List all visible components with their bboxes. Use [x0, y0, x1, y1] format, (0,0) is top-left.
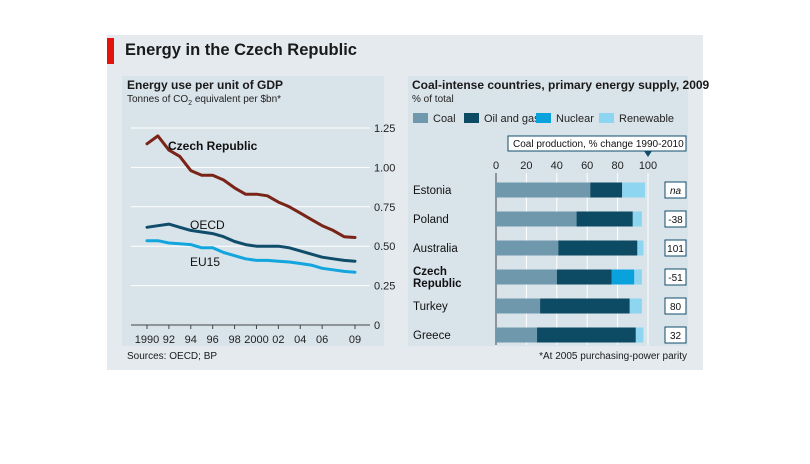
bar-segment-coal — [496, 240, 559, 256]
series-line-czech-republic — [145, 134, 357, 239]
series-label: OECD — [190, 218, 225, 232]
x-tick-label: 06 — [316, 334, 328, 346]
category-label: Australia — [413, 243, 458, 255]
series-line-eu15 — [145, 239, 357, 274]
bar-segment-coal — [496, 269, 557, 285]
bar-chart-title: Coal-intense countries, primary energy s… — [412, 78, 710, 92]
bar-chart-subtitle: % of total — [412, 94, 454, 105]
legend-swatch — [536, 113, 551, 123]
legend-swatch — [413, 113, 428, 123]
bar-segment-nuclear — [611, 269, 635, 285]
side-column-pointer — [644, 151, 652, 157]
side-value: 32 — [670, 331, 682, 342]
sources-note: Sources: OECD; BP — [127, 351, 218, 362]
y-tick-label: 0.75 — [374, 202, 395, 214]
bar-segment-renewable — [634, 269, 642, 285]
side-column-header-box — [507, 135, 687, 152]
y-tick-label: 0.25 — [374, 281, 395, 293]
category-label: Republic — [413, 278, 462, 290]
x-tick-label: 92 — [163, 334, 175, 346]
x-tick-label: 96 — [207, 334, 219, 346]
x-tick-label: 1990 — [135, 334, 159, 346]
bar-segment-oil-and-gas — [590, 182, 623, 198]
y-tick-label: 0.50 — [374, 241, 395, 253]
brand-red-tag — [107, 38, 114, 64]
bar-segment-oil-and-gas — [556, 269, 612, 285]
side-value-box — [664, 297, 687, 315]
bar-segment-renewable — [637, 240, 644, 256]
bar-segment-coal — [496, 211, 577, 227]
side-value-box — [664, 239, 687, 257]
bar-segment-renewable — [635, 327, 644, 343]
legend-label: Coal — [433, 113, 456, 125]
x-tick-label: 0 — [493, 160, 499, 172]
category-label: Greece — [413, 330, 451, 342]
x-tick-label: 02 — [272, 334, 284, 346]
side-value-box — [664, 326, 687, 344]
y-tick-label: 1.00 — [374, 162, 395, 174]
category-label: Poland — [413, 214, 449, 226]
line-chart-title: Energy use per unit of GDP — [127, 78, 284, 92]
legend-label: Nuclear — [556, 113, 594, 125]
side-value: -51 — [668, 273, 683, 284]
y-tick-label: 0 — [374, 320, 380, 332]
x-tick-label: 98 — [228, 334, 240, 346]
side-value-box — [664, 268, 687, 286]
bar-segment-renewable — [629, 298, 642, 314]
side-column-title: Coal production, % change 1990-2010 — [513, 139, 684, 150]
category-label: Estonia — [413, 185, 452, 197]
category-label: Turkey — [413, 301, 448, 313]
line-chart-plot-area — [122, 76, 384, 346]
bar-segment-coal — [496, 182, 591, 198]
series-label: Czech Republic — [168, 139, 258, 153]
series-label: EU15 — [190, 255, 220, 269]
footnote: *At 2005 purchasing-power parity — [539, 351, 687, 362]
bar-segment-oil-and-gas — [576, 211, 633, 227]
side-value: 80 — [670, 302, 682, 313]
page-title: Energy in the Czech Republic — [125, 41, 357, 59]
bar-segment-oil-and-gas — [537, 327, 636, 343]
x-tick-label: 20 — [520, 160, 532, 172]
side-value: 101 — [667, 244, 684, 255]
bar-segment-coal — [496, 298, 541, 314]
bar-segment-renewable — [622, 182, 645, 198]
line-chart-subtitle: Tonnes of CO2 equivalent per $bn* — [127, 94, 282, 107]
x-tick-label: 09 — [349, 334, 361, 346]
series-line-oecd — [145, 222, 357, 263]
category-label: Czech — [413, 266, 447, 278]
x-tick-label: 80 — [611, 160, 623, 172]
legend-swatch — [464, 113, 479, 123]
legend-swatch — [599, 113, 614, 123]
legend-label: Renewable — [619, 113, 674, 125]
side-value: -38 — [668, 215, 683, 226]
x-tick-label: 2000 — [244, 334, 268, 346]
legend-label: Oil and gas — [484, 113, 540, 125]
bar-segment-coal — [496, 327, 538, 343]
y-tick-label: 1.25 — [374, 123, 395, 135]
bar-segment-oil-and-gas — [540, 298, 630, 314]
bar-segment-renewable — [632, 211, 642, 227]
side-value: na — [670, 186, 682, 197]
side-value-box — [664, 181, 687, 199]
x-tick-label: 04 — [294, 334, 306, 346]
x-tick-label: 60 — [581, 160, 593, 172]
x-tick-label: 94 — [185, 334, 197, 346]
side-value-box — [664, 210, 687, 228]
x-tick-label: 40 — [551, 160, 563, 172]
x-tick-label: 100 — [639, 160, 657, 172]
bar-segment-oil-and-gas — [558, 240, 638, 256]
